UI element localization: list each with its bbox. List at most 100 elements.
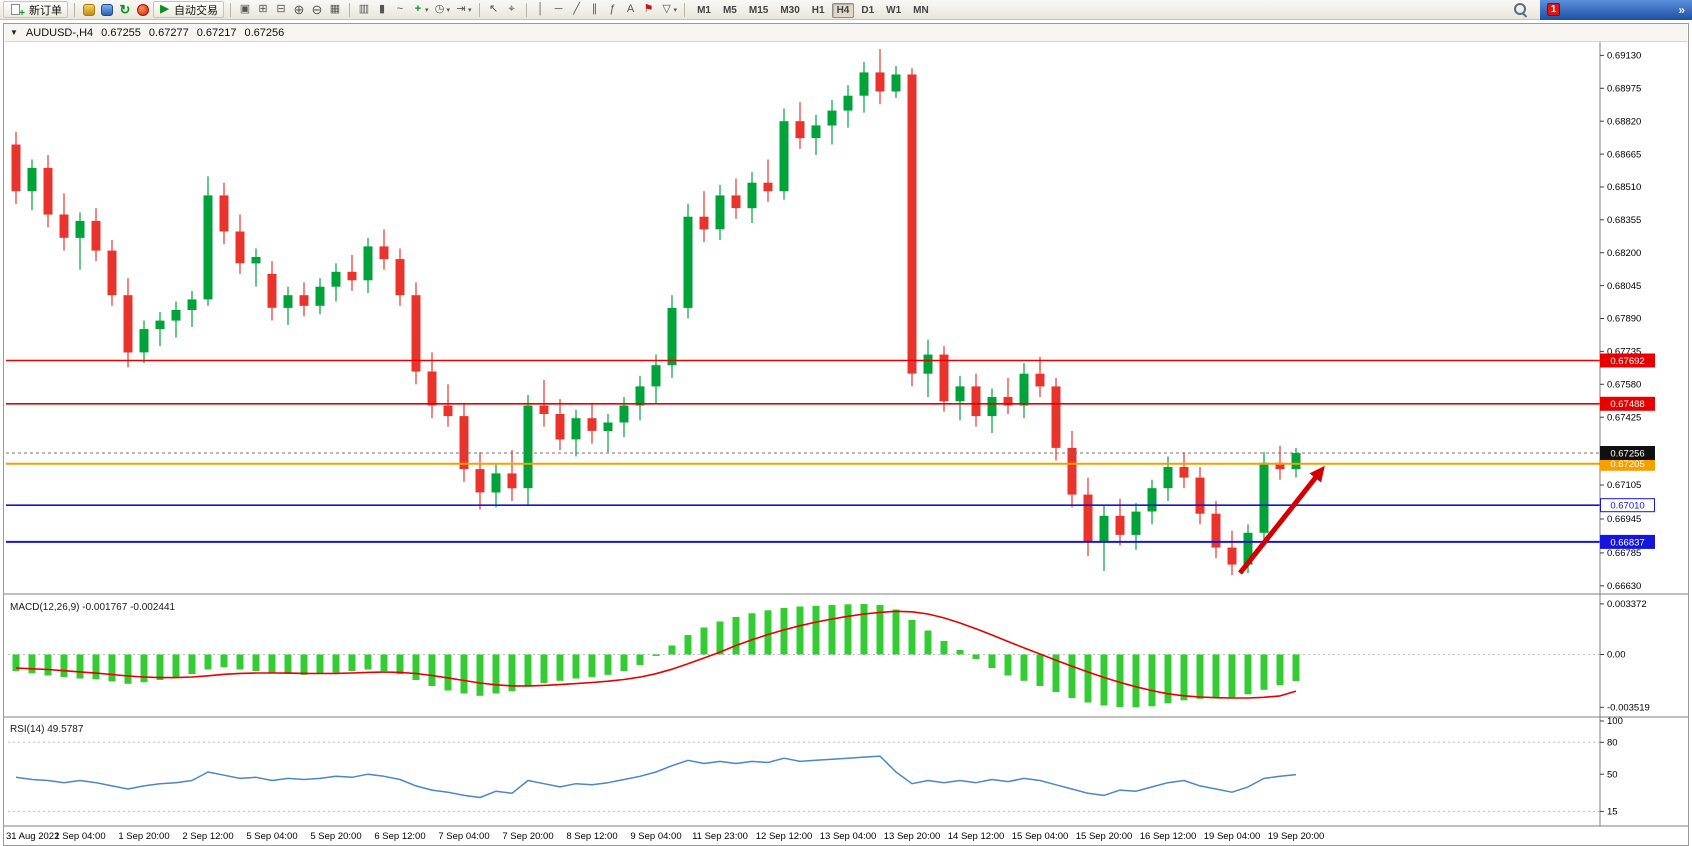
timeframe-m5-button[interactable]: M5 <box>722 4 737 16</box>
shapes-icon[interactable]: ▽ <box>662 3 671 15</box>
svg-text:0.68820: 0.68820 <box>1607 116 1641 127</box>
timeframe-d1-button[interactable]: D1 <box>861 4 875 16</box>
svg-text:13 Sep 04:00: 13 Sep 04:00 <box>820 831 877 842</box>
toolbar-separator <box>230 2 231 17</box>
svg-text:7 Sep 20:00: 7 Sep 20:00 <box>502 831 553 842</box>
timeframe-h4-button[interactable]: H4 <box>831 2 855 18</box>
timeframe-m1-button[interactable]: M1 <box>697 4 711 16</box>
zoom-in-icon[interactable]: ⊕ <box>293 2 305 17</box>
svg-text:0.68510: 0.68510 <box>1607 182 1641 193</box>
svg-text:7 Sep 04:00: 7 Sep 04:00 <box>438 831 489 842</box>
svg-text:0.68045: 0.68045 <box>1607 281 1641 292</box>
svg-text:0.67735: 0.67735 <box>1607 347 1641 358</box>
refresh-icon[interactable]: ↻ <box>119 2 131 17</box>
svg-text:-0.003519: -0.003519 <box>1607 703 1650 714</box>
svg-text:14 Sep 12:00: 14 Sep 12:00 <box>948 831 1005 842</box>
svg-text:5 Sep 04:00: 5 Sep 04:00 <box>246 831 297 842</box>
trend-arrow[interactable] <box>1238 465 1325 575</box>
timeframe-toolbar: M1 M5 M15 M30 H1 H4 D1 W1 MN <box>691 2 935 18</box>
svg-text:0.67580: 0.67580 <box>1607 380 1641 391</box>
periods-dropdown-icon[interactable]: ▾ <box>446 6 451 14</box>
hline-price-label <box>1600 353 1655 368</box>
tile-windows-icon[interactable]: ▦ <box>329 3 341 15</box>
market-watch-icon[interactable] <box>99 2 115 18</box>
line-chart-icon[interactable]: ~ <box>396 3 404 15</box>
toolbar-separator <box>349 2 350 17</box>
indicators-dropdown-icon[interactable]: ▾ <box>425 6 429 14</box>
svg-text:15 Sep 04:00: 15 Sep 04:00 <box>1012 831 1069 842</box>
indicators-icon[interactable]: + <box>414 3 422 15</box>
svg-text:0.68665: 0.68665 <box>1607 149 1641 160</box>
chart-title-bar: ▼ AUDUSD-,H4 0.67255 0.67277 0.67217 0.6… <box>5 24 1687 42</box>
price-axis[interactable]: 0.69130 0.68975 0.68820 0.68665 0.68510 0.683… <box>1600 51 1650 818</box>
macd-legend: MACD(12,26,9) -0.001767 -0.002441 <box>10 602 176 613</box>
profiles-icon[interactable] <box>81 2 97 18</box>
timeframe-m15-button[interactable]: M15 <box>748 4 769 16</box>
chart-shift-dropdown-icon[interactable]: ▾ <box>468 6 472 14</box>
chart-open-value: 0.67255 <box>101 26 141 39</box>
new-chart-icon[interactable] <box>135 2 151 18</box>
cursor-icon[interactable]: ↖ <box>488 3 499 15</box>
rsi-line <box>15 755 1297 799</box>
toolbar-overflow-button[interactable]: » <box>1678 2 1685 17</box>
chart-shift-icon[interactable]: ⇥ <box>456 3 466 15</box>
svg-text:2 Sep 12:00: 2 Sep 12:00 <box>182 831 233 842</box>
svg-text:0.68355: 0.68355 <box>1607 215 1641 226</box>
svg-text:1 Sep 04:00: 1 Sep 04:00 <box>54 831 105 842</box>
shapes-dropdown-icon[interactable]: ▾ <box>673 6 678 14</box>
window-corner: 1 » <box>1540 0 1692 20</box>
chart-collapse-icon[interactable]: ▼ <box>10 28 18 37</box>
new-order-button[interactable]: + 新订单 <box>3 1 68 18</box>
svg-text:16 Sep 12:00: 16 Sep 12:00 <box>1140 831 1197 842</box>
candlestick-chart-icon[interactable]: ▮ <box>378 3 386 15</box>
toolbar-separator <box>525 2 527 17</box>
chart-high-value: 0.67277 <box>148 26 189 39</box>
cascade-windows-icon[interactable]: ▣ <box>239 3 251 15</box>
svg-text:13 Sep 20:00: 13 Sep 20:00 <box>884 831 941 842</box>
svg-text:0.00: 0.00 <box>1607 650 1626 661</box>
svg-text:0.66630: 0.66630 <box>1607 581 1641 592</box>
horizontal-line-icon[interactable]: ─ <box>554 3 563 15</box>
notification-badge[interactable]: 1 <box>1547 3 1560 16</box>
zoom-out-icon[interactable]: ⊖ <box>311 2 323 17</box>
timeframe-mn-button[interactable]: MN <box>913 4 929 16</box>
autotrading-button[interactable]: ▶ 自动交易 <box>153 1 224 18</box>
crosshair-icon[interactable]: ⌖ <box>508 3 515 15</box>
label-flag-icon[interactable]: ⚑ <box>643 3 654 15</box>
chart-symbol-label: AUDUSD-,H4 <box>25 26 94 39</box>
vertical-line-icon[interactable]: │ <box>537 3 544 15</box>
svg-text:0.67488: 0.67488 <box>1610 399 1644 410</box>
svg-text:0.66785: 0.66785 <box>1607 548 1641 559</box>
svg-text:0.68200: 0.68200 <box>1607 248 1641 259</box>
text-tool-icon[interactable]: A <box>626 3 635 15</box>
svg-text:6 Sep 12:00: 6 Sep 12:00 <box>374 831 425 842</box>
periods-icon[interactable]: ◷ <box>434 3 445 15</box>
timeframe-m30-button[interactable]: M30 <box>780 4 800 16</box>
bar-chart-icon[interactable]: ▥ <box>358 3 370 15</box>
search-icon[interactable] <box>1513 2 1528 17</box>
svg-text:0.67205: 0.67205 <box>1610 459 1644 470</box>
svg-text:15 Sep 20:00: 15 Sep 20:00 <box>1076 831 1133 842</box>
channel-icon[interactable]: ∥ <box>591 3 598 15</box>
timeframe-h1-button[interactable]: H1 <box>811 4 825 16</box>
toolbar-separator <box>74 2 75 17</box>
svg-text:8 Sep 12:00: 8 Sep 12:00 <box>566 831 617 842</box>
fibonacci-icon[interactable]: ƒ <box>609 3 616 15</box>
macd-signal-line <box>15 610 1297 699</box>
autotrading-label: 自动交易 <box>174 4 218 17</box>
macd-panel: MACD(12,26,9) -0.001767 -0.002441 <box>8 602 1600 708</box>
hline-price-label <box>1600 534 1655 549</box>
trendline-icon[interactable]: ╱ <box>573 3 580 15</box>
svg-text:80: 80 <box>1607 738 1618 749</box>
tile-vertically-icon[interactable]: ⊟ <box>276 3 286 15</box>
tile-horizontally-icon[interactable]: ⊞ <box>258 3 268 15</box>
svg-text:0.67270: 0.67270 <box>1607 445 1641 456</box>
timeframe-w1-button[interactable]: W1 <box>886 4 902 16</box>
chart-close-value: 0.67256 <box>244 26 285 39</box>
svg-text:0.67425: 0.67425 <box>1607 412 1641 423</box>
svg-text:0.66945: 0.66945 <box>1607 514 1641 525</box>
svg-text:1 Sep 20:00: 1 Sep 20:00 <box>118 831 169 842</box>
svg-text:50: 50 <box>1607 769 1618 780</box>
svg-text:9 Sep 04:00: 9 Sep 04:00 <box>630 831 681 842</box>
